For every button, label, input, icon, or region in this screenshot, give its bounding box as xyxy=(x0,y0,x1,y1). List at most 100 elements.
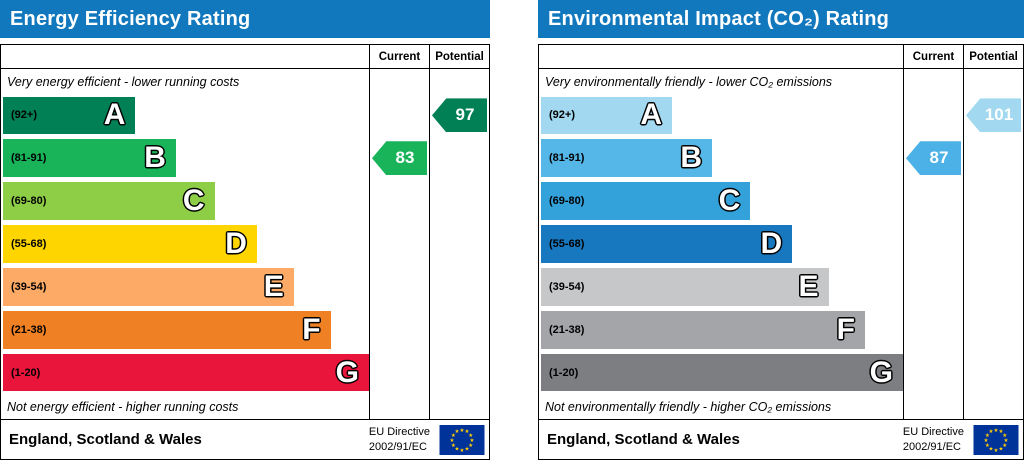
eu-directive-line1: EU Directive xyxy=(902,426,964,439)
band-range: (55-68) xyxy=(549,238,585,250)
band-row: (81-91) B xyxy=(539,137,903,180)
eu-directive-label: EU Directive 2002/91/EC xyxy=(903,425,964,454)
band-row: (55-68) D xyxy=(1,223,369,266)
column-header-spacer xyxy=(539,45,903,68)
band-row: (39-54) E xyxy=(1,265,369,308)
current-column: 83 xyxy=(369,69,429,419)
svg-text:★: ★ xyxy=(450,437,455,443)
band-bar-f: (21-38) F xyxy=(3,310,331,349)
band-column: Very energy efficient - lower running co… xyxy=(1,69,369,419)
svg-text:★: ★ xyxy=(460,447,465,453)
eu-directive-line2: 2002/91/EC xyxy=(902,440,961,453)
band-column: Very environmentally friendly - lower CO… xyxy=(539,69,903,419)
region-label: England, Scotland & Wales xyxy=(547,431,740,448)
band-row: (39-54) E xyxy=(539,265,903,308)
band-range: (21-38) xyxy=(549,323,585,336)
region-label: England, Scotland & Wales xyxy=(9,431,202,448)
svg-text:★: ★ xyxy=(994,447,999,453)
svg-text:★: ★ xyxy=(468,442,473,448)
potential-column-header: Potential xyxy=(429,45,489,68)
svg-text:★: ★ xyxy=(468,432,473,438)
potential-column-header: Potential xyxy=(963,45,1023,68)
eu-flag-icon: ★ ★★ ★★★ ★★★ ★★★ xyxy=(973,424,1019,455)
svg-text:★: ★ xyxy=(989,446,994,452)
svg-text:★: ★ xyxy=(465,446,470,452)
svg-text:★: ★ xyxy=(465,429,470,435)
chart-title: Energy Efficiency Rating xyxy=(10,7,251,30)
band-row: (69-80) C xyxy=(1,180,369,223)
band-bar-b: (81-91) B xyxy=(541,139,713,178)
svg-text:★: ★ xyxy=(451,442,456,448)
band-range: (69-80) xyxy=(549,195,585,208)
current-rating-arrow: 87 xyxy=(906,141,961,176)
band-range: (92+) xyxy=(11,109,37,122)
eu-directive-line2: 2002/91/EC xyxy=(368,440,427,453)
band-letter: B xyxy=(680,141,703,175)
band-range: (1-20) xyxy=(11,366,41,379)
svg-text:★: ★ xyxy=(994,427,999,433)
band-row: (1-20) G xyxy=(1,351,369,394)
bottom-caption: Not energy efficient - higher running co… xyxy=(7,399,239,414)
column-header-row: Current Potential xyxy=(1,45,489,69)
svg-text:★: ★ xyxy=(999,429,1004,435)
band-letter: B xyxy=(144,141,166,175)
band-row: (55-68) D xyxy=(539,223,903,266)
band-bar-g: (1-20) G xyxy=(3,353,369,392)
band-bar-b: (81-91) B xyxy=(3,139,176,178)
band-letter: C xyxy=(182,184,205,218)
rating-table: Current Potential Very energy efficient … xyxy=(0,44,490,460)
band-row: (21-38) F xyxy=(539,308,903,351)
eu-directive-line1: EU Directive xyxy=(368,426,430,439)
potential-rating-arrow: 101 xyxy=(966,98,1021,133)
band-letter: C xyxy=(718,184,741,218)
band-row: (81-91) B xyxy=(1,137,369,180)
current-column: 87 xyxy=(903,69,963,419)
band-row: (21-38) F xyxy=(1,308,369,351)
chart-title: Environmental Impact (CO₂) Rating xyxy=(548,7,890,30)
energy-efficiency-chart: Energy Efficiency Rating Current Potenti… xyxy=(0,0,490,460)
band-row: (92+) A xyxy=(1,94,369,137)
band-bar-g: (1-20) G xyxy=(541,353,903,392)
svg-text:★: ★ xyxy=(451,432,456,438)
svg-text:★: ★ xyxy=(470,437,475,443)
band-letter: G xyxy=(869,355,893,389)
svg-text:★: ★ xyxy=(984,437,989,443)
band-range: (81-91) xyxy=(549,152,585,165)
chart-title-bar: Energy Efficiency Rating xyxy=(0,0,490,38)
table-footer: England, Scotland & Wales EU Directive 2… xyxy=(539,419,1023,459)
band-bar-e: (39-54) E xyxy=(3,268,294,306)
svg-text:★: ★ xyxy=(999,446,1004,452)
band-letter: E xyxy=(263,269,284,303)
band-range: (39-54) xyxy=(549,280,585,293)
band-range: (39-54) xyxy=(11,280,47,293)
table-footer: England, Scotland & Wales EU Directive 2… xyxy=(1,419,489,459)
bottom-caption: Not environmentally friendly - higher CO… xyxy=(545,399,832,414)
eu-flag-icon: ★ ★★ ★★★ ★★★ ★★★ xyxy=(439,424,485,455)
svg-text:★: ★ xyxy=(460,427,465,433)
svg-text:★: ★ xyxy=(1002,432,1007,438)
band-bar-d: (55-68) D xyxy=(541,225,793,263)
band-bar-a: (92+) A xyxy=(3,96,136,135)
band-bar-e: (39-54) E xyxy=(541,268,829,306)
band-bar-c: (69-80) C xyxy=(3,182,215,220)
environmental-impact-chart: Environmental Impact (CO₂) Rating Curren… xyxy=(538,0,1024,460)
chart-title-bar: Environmental Impact (CO₂) Rating xyxy=(538,0,1024,38)
svg-text:★: ★ xyxy=(455,429,460,435)
band-letter: A xyxy=(103,98,126,132)
column-header-row: Current Potential xyxy=(539,45,1023,69)
band-letter: D xyxy=(225,227,247,260)
band-bar-d: (55-68) D xyxy=(3,225,257,263)
band-letter: F xyxy=(302,312,321,346)
band-bar-c: (69-80) C xyxy=(541,182,751,220)
top-caption: Very energy efficient - lower running co… xyxy=(7,74,240,89)
band-letter: D xyxy=(760,227,783,260)
potential-column: 101 xyxy=(963,69,1023,419)
band-letter: G xyxy=(335,355,359,389)
band-letter: E xyxy=(798,269,819,303)
band-range: (81-91) xyxy=(11,152,47,165)
eu-directive-label: EU Directive 2002/91/EC xyxy=(369,425,430,454)
current-rating-arrow: 83 xyxy=(372,141,427,176)
svg-text:★: ★ xyxy=(985,432,990,438)
current-column-header: Current xyxy=(369,45,429,68)
